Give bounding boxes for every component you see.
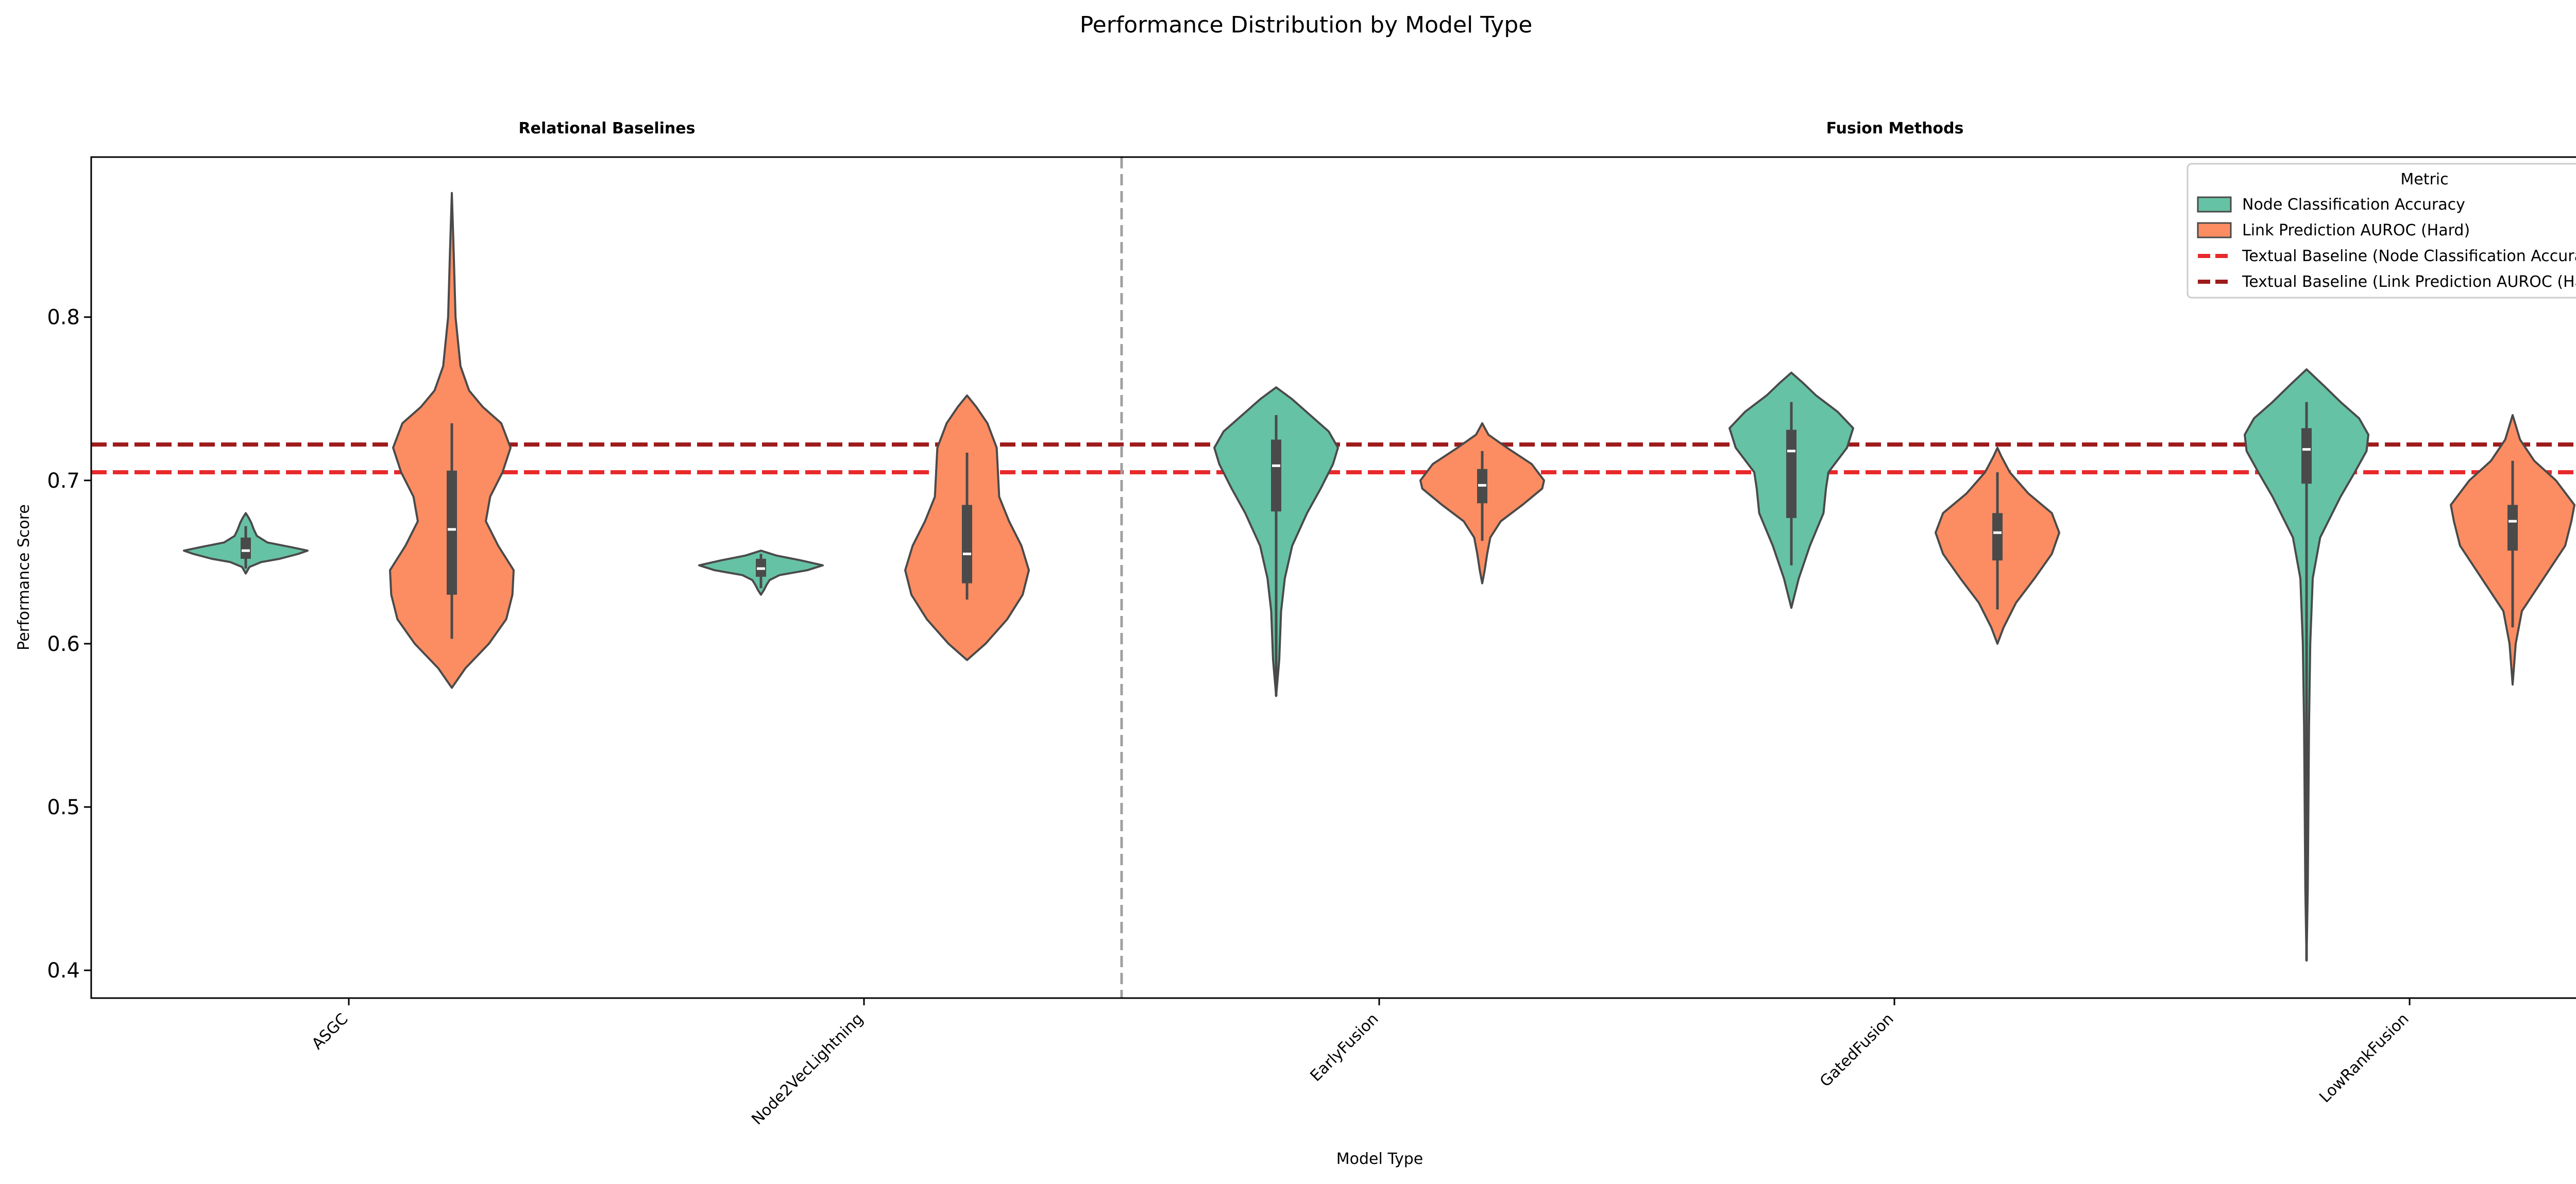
violin-iqr-box [447,470,457,595]
legend-label-2: Textual Baseline (Node Classification Ac… [2242,247,2576,265]
group-title-relational: Relational Baselines [519,119,696,138]
violin-iqr-box [1992,513,2003,561]
legend-swatch-1 [2197,222,2232,238]
violin-iqr-box [2507,505,2518,551]
violin-iqr-box [1271,439,1281,512]
group-title-fusion: Fusion Methods [1826,119,1964,138]
y-tick-label: 0.7 [47,469,80,493]
violin-iqr-box [962,505,972,584]
violin-iqr-box [2301,428,2312,484]
y-tick-label: 0.6 [47,632,80,656]
legend-label-3: Textual Baseline (Link Prediction AUROC … [2242,273,2576,291]
plot-frame [90,156,2576,999]
legend-label-1: Link Prediction AUROC (Hard) [2242,221,2470,239]
legend: Metric Node Classification Accuracy Link … [2187,163,2576,299]
legend-swatch-0 [2197,196,2232,213]
y-tick-label: 0.8 [47,306,80,330]
baselines-layer [91,442,2576,474]
y-tick-label: 0.5 [47,796,80,819]
legend-label-0: Node Classification Accuracy [2242,196,2465,214]
legend-box [2187,163,2576,299]
x-axis-label: Model Type [1336,1150,1423,1168]
y-axis: 0.4 0.5 0.6 0.7 0.8 [47,306,91,983]
legend-entries: Node Classification Accuracy Link Predict… [2197,196,2576,291]
violins-layer [183,192,2575,962]
y-axis-label: Performance Score [15,504,33,650]
violin-iqr-box [1786,430,1797,518]
y-tick-label: 0.4 [47,959,80,983]
chart-title: Performance Distribution by Model Type [1080,12,1533,38]
violin-iqr-box [241,537,251,559]
legend-title: Metric [2400,170,2448,188]
